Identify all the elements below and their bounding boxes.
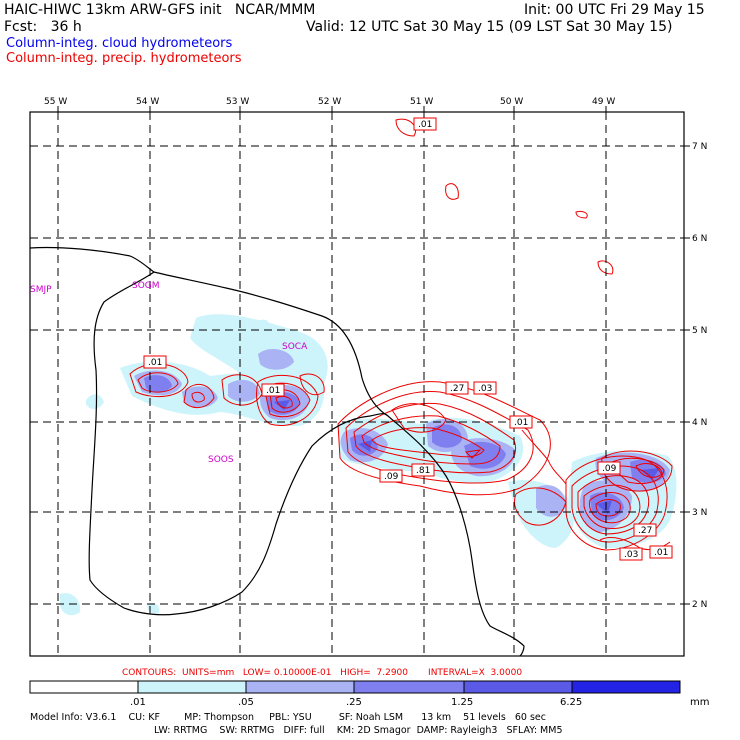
legend-level: .25 <box>346 697 362 708</box>
lon-label: 55 W <box>44 97 67 107</box>
precip-contours <box>129 118 673 551</box>
graticule <box>30 112 684 656</box>
model-info-line1: Model Info: V3.6.1 CU: KF MP: Thompson P… <box>30 712 546 723</box>
header-fcst: Fcst: 36 h <box>4 19 82 35</box>
contour-label: .09 <box>602 464 617 474</box>
contour-label: .01 <box>654 548 668 558</box>
contour-label: .81 <box>416 466 430 476</box>
lat-label: 3 N <box>692 508 707 518</box>
lat-label: 7 N <box>692 142 707 152</box>
lon-label: 52 W <box>318 97 341 107</box>
header-init: Init: 00 UTC Fri 29 May 15 <box>524 2 705 18</box>
contour-label: .03 <box>624 550 638 560</box>
lat-label: 5 N <box>692 326 707 336</box>
contour-label: .27 <box>638 526 652 536</box>
color-legend <box>29 680 681 694</box>
lon-label: 50 W <box>500 97 523 107</box>
legend-unit: mm <box>690 697 710 708</box>
cloud-fill-darkest <box>274 400 660 514</box>
contour-label: .01 <box>148 358 162 368</box>
field-cloud-label: Column-integ. cloud hydrometeors <box>6 36 233 51</box>
contour-label: .01 <box>266 386 280 396</box>
station-label: SOGM <box>132 281 160 291</box>
lat-label: 4 N <box>692 418 707 428</box>
header-title: HAIC-HIWC 13km ARW-GFS init NCAR/MMM <box>4 2 316 18</box>
station-label: SOOS <box>208 455 234 465</box>
station-label: SMJP <box>30 285 52 295</box>
contour-info: CONTOURS: UNITS=mm LOW= 0.10000E-01 HIGH… <box>122 668 523 678</box>
lon-label: 54 W <box>136 97 159 107</box>
contour-label-group: .01 .01 .01 .27 .03 .01 .09 .81 <box>143 117 673 561</box>
station-label: SOCA <box>282 342 308 352</box>
model-info-line2: LW: RRTMG SW: RRTMG DIFF: full KM: 2D Sm… <box>154 725 563 736</box>
lat-label: 6 N <box>692 234 707 244</box>
legend-level: .05 <box>238 697 254 708</box>
contour-label: .01 <box>514 418 528 428</box>
contour-label: .09 <box>384 472 399 482</box>
legend-level: 6.25 <box>560 697 583 708</box>
lon-label: 53 W <box>226 97 249 107</box>
contour-label: .01 <box>418 120 432 130</box>
field-precip-label: Column-integ. precip. hydrometeors <box>6 51 242 66</box>
lon-label: 51 W <box>410 97 433 107</box>
lat-label: 2 N <box>692 600 707 610</box>
legend-level: .01 <box>130 697 146 708</box>
legend-level: 1.25 <box>451 697 474 708</box>
map-frame <box>29 111 685 657</box>
header-valid: Valid: 12 UTC Sat 30 May 15 (09 LST Sat … <box>306 19 673 35</box>
contour-label: .27 <box>450 384 464 394</box>
lon-label: 49 W <box>592 97 615 107</box>
contour-label: .03 <box>478 384 492 394</box>
